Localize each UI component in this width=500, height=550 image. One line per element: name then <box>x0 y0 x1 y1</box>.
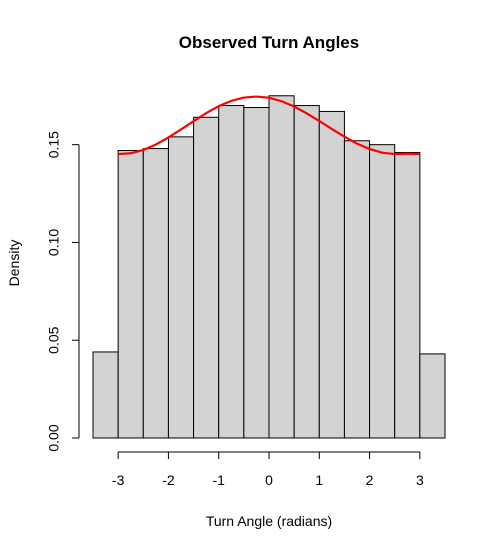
y-tick-label-3: 0.15 <box>46 131 62 158</box>
y-tick-label-0: 0.00 <box>46 424 62 451</box>
x-tick-label-4: 1 <box>315 472 323 488</box>
histogram-bar-8 <box>293 105 320 439</box>
x-tick-label-2: -1 <box>212 472 225 488</box>
histogram-bar-12 <box>394 151 421 439</box>
histogram-bar-0 <box>92 351 119 439</box>
histogram-bar-11 <box>369 144 396 439</box>
x-tick-label-1: -2 <box>162 472 175 488</box>
y-axis: 0.00 0.05 0.10 0.15 <box>46 131 80 452</box>
y-tick-label-2: 0.10 <box>46 229 62 256</box>
histogram-bar-13 <box>419 353 446 439</box>
histogram-bar-6 <box>243 107 270 439</box>
chart-title: Observed Turn Angles <box>179 33 359 52</box>
x-tick-label-0: -3 <box>112 472 125 488</box>
histogram-bar-10 <box>343 140 371 439</box>
density-curve-line <box>118 95 420 156</box>
histogram-bar-1 <box>117 150 144 439</box>
x-tick-label-6: 3 <box>416 472 424 488</box>
histogram-bar-9 <box>318 110 345 439</box>
histogram-bar-3 <box>167 136 195 439</box>
histogram-bar-7 <box>268 95 295 439</box>
histogram-bar-4 <box>193 116 220 439</box>
histogram-bars <box>92 95 446 439</box>
density-curve-layer <box>118 95 420 156</box>
x-axis-label: Turn Angle (radians) <box>206 513 332 529</box>
x-axis: -3 -2 -1 0 1 2 3 <box>112 451 424 488</box>
x-tick-label-3: 0 <box>265 472 273 488</box>
histogram-bar-5 <box>218 105 245 439</box>
x-tick-label-5: 2 <box>366 472 374 488</box>
y-axis-label: Density <box>6 240 22 287</box>
y-tick-label-1: 0.05 <box>46 326 62 353</box>
histogram-bar-2 <box>142 148 169 439</box>
